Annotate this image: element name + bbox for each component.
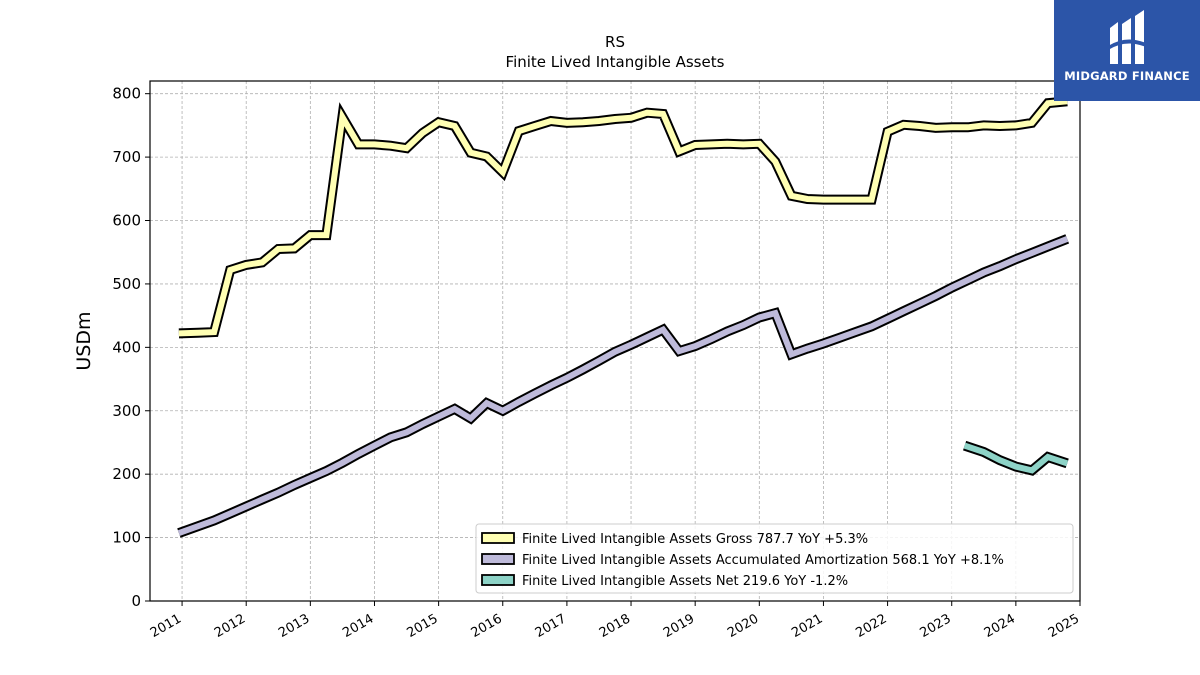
legend-label-2: Finite Lived Intangible Assets Accumulat… <box>522 553 1004 568</box>
x-tick-label: 2014 <box>340 611 376 641</box>
y-tick-label: 100 <box>112 529 141 547</box>
x-tick-label: 2022 <box>853 611 889 641</box>
x-tick-label: 2024 <box>982 611 1018 641</box>
plot-frame <box>149 80 1081 602</box>
x-tick-label: 2021 <box>789 611 825 641</box>
x-tick-label: 2016 <box>469 611 505 641</box>
y-tick-label: 700 <box>112 148 141 166</box>
series-line-2 <box>177 236 1069 536</box>
series-outline-2 <box>177 234 1070 538</box>
legend-swatch-1 <box>481 532 515 544</box>
chart-title: RS <box>605 33 625 51</box>
legend-swatch-2 <box>481 553 515 565</box>
y-tick-label: 400 <box>112 338 141 356</box>
midgard-finance-logo: MIDGARD FINANCE <box>1054 0 1200 101</box>
x-tick-label: 2013 <box>276 611 312 641</box>
y-axis-label: USDm <box>73 311 95 370</box>
grid <box>150 81 1081 602</box>
x-tick-label: 2015 <box>404 611 440 641</box>
x-tick-label: 2025 <box>1046 611 1082 641</box>
y-tick-label: 800 <box>112 85 141 103</box>
x-tick-label: 2020 <box>725 611 761 641</box>
y-tick-label: 200 <box>112 465 141 483</box>
x-tick-label: 2017 <box>533 611 569 641</box>
legend-swatch-3 <box>481 574 515 586</box>
y-tick-label: 0 <box>131 592 141 610</box>
x-tick-label: 2019 <box>661 611 697 641</box>
series-line-3 <box>963 442 1069 474</box>
x-tick-label: 2012 <box>212 611 248 641</box>
midgard-logo-mark-icon <box>1108 10 1148 64</box>
legend: Finite Lived Intangible Assets Gross 787… <box>475 523 1074 594</box>
series-line-1 <box>178 98 1068 337</box>
y-tick-label: 600 <box>112 212 141 230</box>
x-tick-label: 2018 <box>597 611 633 641</box>
chart-subtitle: Finite Lived Intangible Assets <box>506 53 725 71</box>
y-tick-label: 500 <box>112 275 141 293</box>
legend-label-3: Finite Lived Intangible Assets Net 219.6… <box>522 574 848 589</box>
series-lines <box>177 96 1070 538</box>
brand-name: MIDGARD FINANCE <box>1064 69 1190 83</box>
legend-frame <box>475 523 1074 594</box>
x-tick-label: 2023 <box>918 611 954 641</box>
y-tick-label: 300 <box>112 402 141 420</box>
legend-label-1: Finite Lived Intangible Assets Gross 787… <box>522 532 868 547</box>
x-tick-label: 2011 <box>148 611 184 641</box>
